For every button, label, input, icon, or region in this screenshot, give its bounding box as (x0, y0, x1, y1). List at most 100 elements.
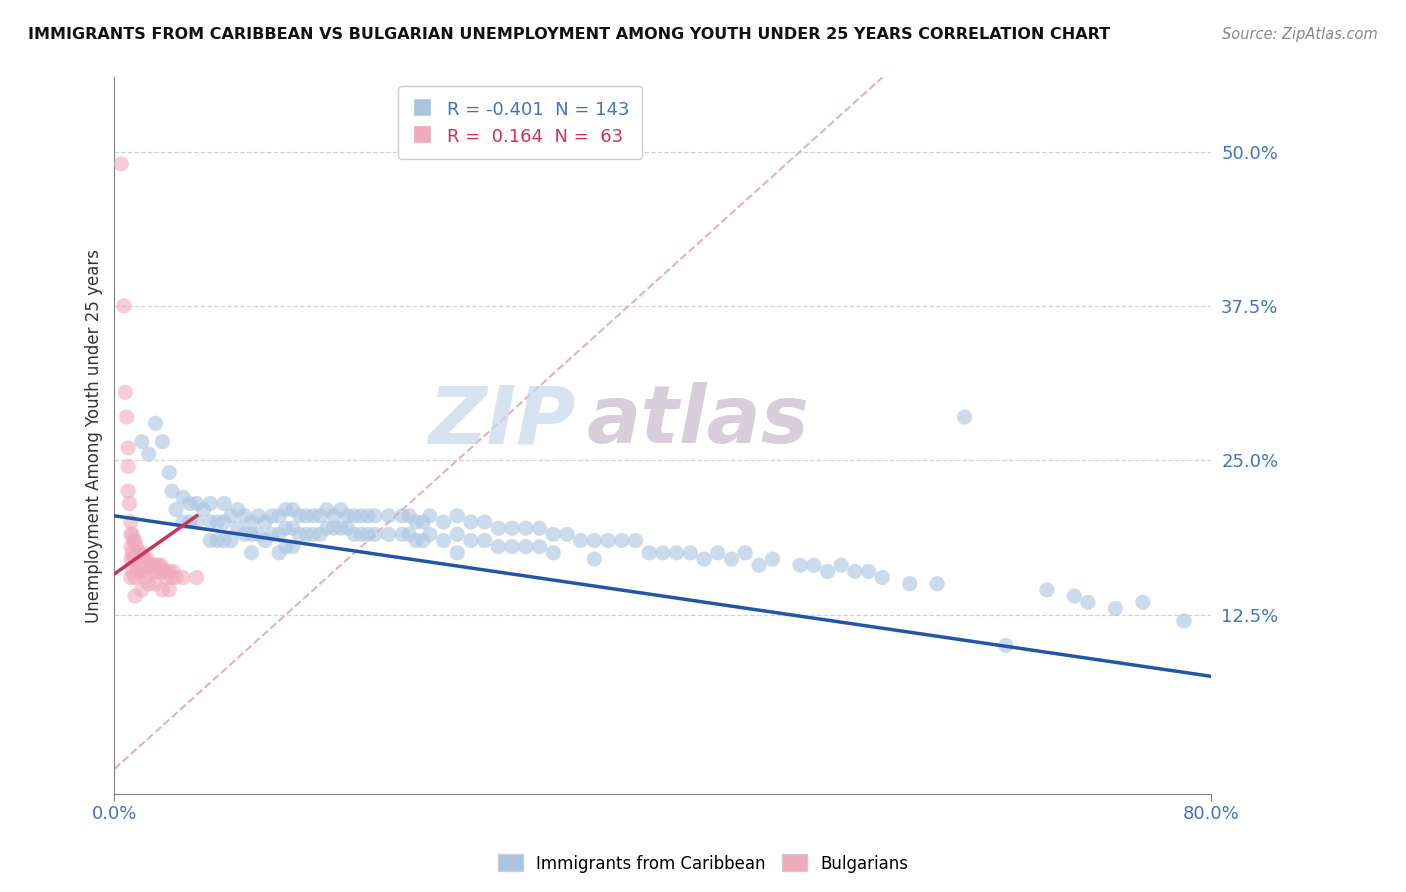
Point (398, 527, 420, 541)
Point (150, 558, 173, 573)
Point (486, 521, 509, 535)
Point (219, 508, 242, 523)
Point (142, 558, 165, 573)
Point (460, 533, 482, 548)
Point (412, 515, 434, 529)
Point (162, 565, 184, 579)
Point (501, 521, 523, 535)
Point (322, 521, 344, 535)
Point (135, 558, 157, 573)
Point (267, 527, 290, 541)
Point (1063, 589, 1085, 603)
Point (117, 459, 139, 474)
Point (1036, 582, 1059, 597)
Point (200, 515, 222, 529)
Point (446, 508, 468, 523)
Point (131, 546, 153, 560)
Point (274, 502, 297, 516)
Point (186, 496, 208, 510)
Point (762, 552, 785, 566)
Point (240, 546, 263, 560)
Point (281, 540, 304, 554)
Point (153, 565, 176, 579)
Point (121, 546, 143, 560)
Point (146, 565, 169, 579)
Point (157, 582, 180, 597)
Point (322, 508, 344, 523)
Point (118, 496, 141, 510)
Point (419, 508, 441, 523)
Point (160, 570, 183, 584)
Point (124, 570, 146, 584)
Point (186, 515, 208, 529)
Point (541, 546, 564, 560)
Point (165, 570, 187, 584)
Point (405, 515, 427, 529)
Point (115, 410, 138, 425)
Legend: Immigrants from Caribbean, Bulgarians: Immigrants from Caribbean, Bulgarians (491, 847, 915, 880)
Point (134, 552, 156, 566)
Point (267, 546, 290, 560)
Point (125, 558, 148, 573)
Point (391, 508, 413, 523)
Point (212, 515, 235, 529)
Point (138, 576, 160, 591)
Point (515, 521, 537, 535)
Point (267, 508, 290, 523)
Point (610, 533, 633, 548)
Point (152, 582, 174, 597)
Point (1104, 601, 1126, 615)
Point (789, 558, 811, 573)
Point (412, 533, 434, 548)
Point (872, 570, 894, 584)
Point (121, 565, 143, 579)
Point (817, 565, 839, 579)
Point (219, 533, 242, 548)
Point (446, 546, 468, 560)
Point (898, 576, 921, 591)
Point (953, 410, 976, 425)
Point (172, 491, 194, 505)
Text: atlas: atlas (586, 383, 808, 460)
Point (114, 385, 136, 400)
Point (281, 502, 304, 516)
Point (143, 565, 166, 579)
Point (624, 533, 647, 548)
Point (200, 533, 222, 548)
Point (262, 508, 284, 523)
Point (207, 515, 229, 529)
Point (707, 546, 730, 560)
Text: ZIP: ZIP (427, 383, 575, 460)
Point (638, 546, 661, 560)
Point (316, 521, 339, 535)
Point (141, 558, 163, 573)
Point (186, 570, 208, 584)
Point (405, 533, 427, 548)
Point (432, 515, 454, 529)
Point (233, 508, 256, 523)
Point (152, 565, 174, 579)
Point (844, 565, 866, 579)
Point (212, 533, 235, 548)
Point (121, 527, 143, 541)
Point (1132, 595, 1154, 609)
Point (336, 508, 359, 523)
Point (350, 508, 373, 523)
Point (120, 552, 142, 566)
Point (212, 496, 235, 510)
Point (120, 570, 142, 584)
Point (129, 552, 152, 566)
Point (149, 565, 172, 579)
Point (569, 533, 592, 548)
Legend: R = -0.401  N = 143, R =  0.164  N =  63: R = -0.401 N = 143, R = 0.164 N = 63 (398, 87, 643, 159)
Point (748, 558, 770, 573)
Point (122, 533, 145, 548)
Point (295, 508, 318, 523)
Point (247, 508, 270, 523)
Point (127, 565, 149, 579)
Point (583, 533, 606, 548)
Point (226, 521, 249, 535)
Point (398, 508, 420, 523)
Point (193, 502, 215, 516)
Point (295, 527, 318, 541)
